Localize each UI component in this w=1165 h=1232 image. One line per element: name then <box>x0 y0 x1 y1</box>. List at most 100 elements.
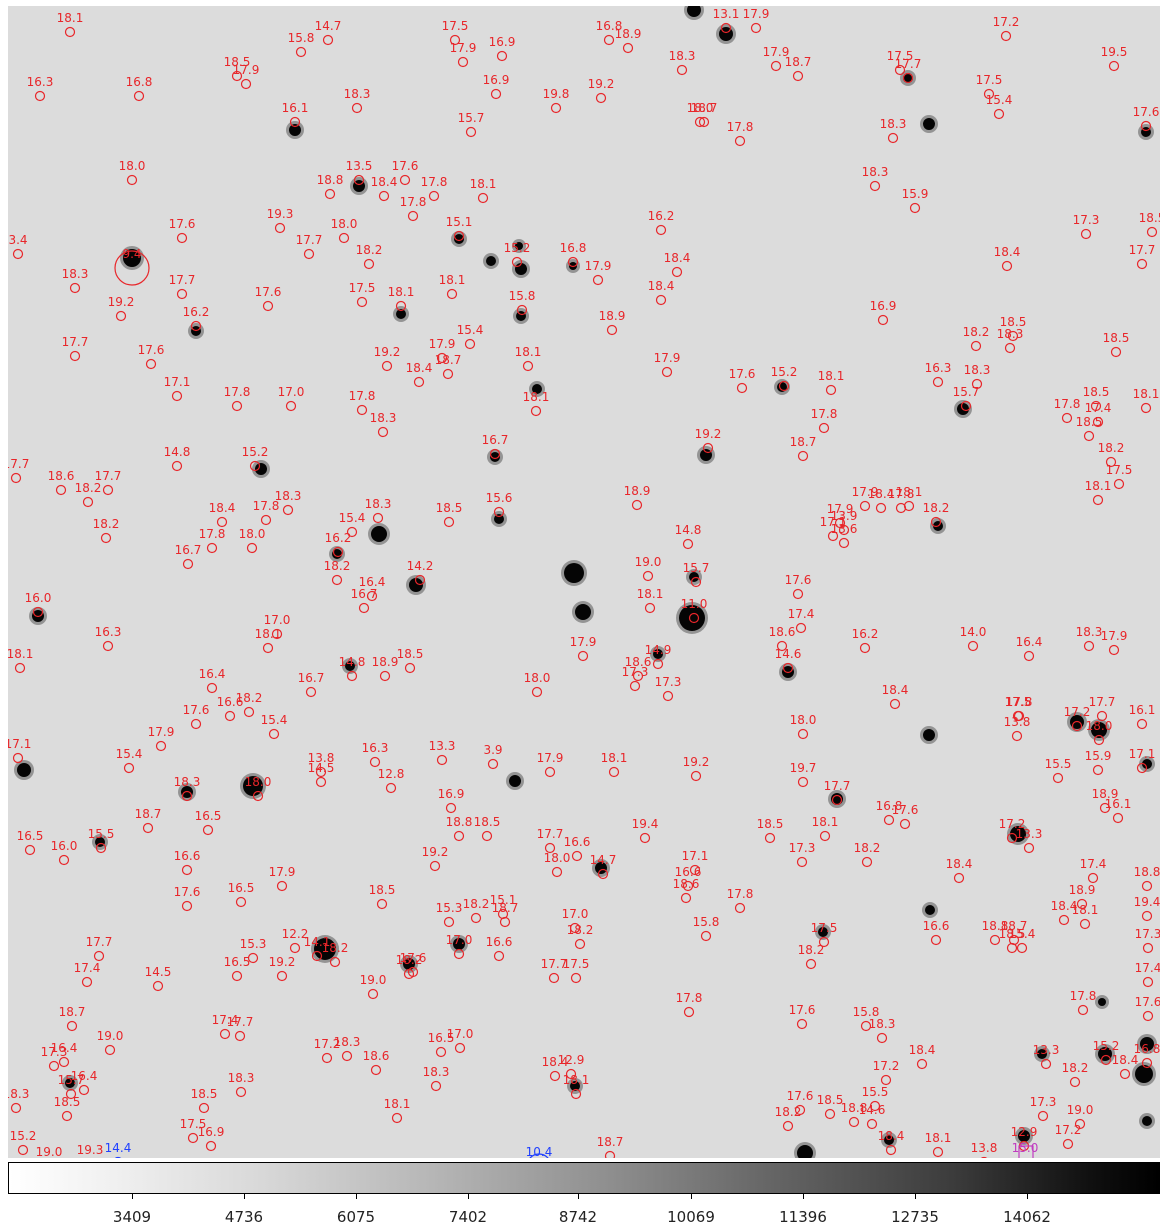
catalog-marker-circle[interactable] <box>1092 494 1104 506</box>
catalog-marker-circle[interactable] <box>642 570 654 582</box>
catalog-marker-circle[interactable] <box>1140 120 1152 132</box>
catalog-marker-circle[interactable] <box>171 460 183 472</box>
catalog-marker-circle[interactable] <box>114 250 150 286</box>
catalog-marker-circle[interactable] <box>445 802 457 814</box>
catalog-marker-circle[interactable] <box>903 500 915 512</box>
catalog-marker-circle[interactable] <box>249 460 261 472</box>
catalog-marker-circle[interactable] <box>792 70 804 82</box>
catalog-marker-circle[interactable] <box>152 980 164 992</box>
catalog-marker-circle[interactable] <box>24 844 36 856</box>
catalog-marker-circle[interactable] <box>1092 764 1104 776</box>
catalog-marker-circle[interactable] <box>66 1020 78 1032</box>
catalog-marker-circle[interactable] <box>1108 644 1120 656</box>
catalog-marker-circle[interactable] <box>644 602 656 614</box>
catalog-marker-circle[interactable] <box>1136 258 1148 270</box>
catalog-marker-circle[interactable] <box>831 794 843 806</box>
catalog-marker-circle[interactable] <box>548 972 560 984</box>
catalog-marker-circle[interactable] <box>1142 942 1154 954</box>
catalog-marker-circle[interactable] <box>782 1120 794 1132</box>
catalog-marker-circle[interactable] <box>869 1100 881 1112</box>
catalog-marker-circle[interactable] <box>1093 734 1105 746</box>
catalog-marker-circle[interactable] <box>1077 1004 1089 1016</box>
catalog-marker-circle[interactable] <box>407 210 419 222</box>
catalog-marker-circle[interactable] <box>930 934 942 946</box>
catalog-marker-circle[interactable] <box>930 516 942 528</box>
catalog-marker-circle[interactable] <box>385 782 397 794</box>
catalog-marker-circle[interactable] <box>465 126 477 138</box>
catalog-marker-circle[interactable] <box>676 64 688 76</box>
catalog-marker-circle[interactable] <box>796 856 808 868</box>
catalog-marker-circle[interactable] <box>1016 942 1028 954</box>
catalog-marker-circle[interactable] <box>367 988 379 1000</box>
catalog-marker-circle[interactable] <box>58 854 70 866</box>
catalog-marker-circle[interactable] <box>1119 1068 1131 1080</box>
catalog-marker-circle[interactable] <box>795 622 807 634</box>
catalog-marker-circle[interactable] <box>819 830 831 842</box>
catalog-marker-circle[interactable] <box>1113 478 1125 490</box>
catalog-marker-circle[interactable] <box>93 950 105 962</box>
catalog-marker-circle[interactable] <box>206 542 218 554</box>
catalog-marker-circle[interactable] <box>1011 730 1023 742</box>
catalog-marker-circle[interactable] <box>690 576 702 588</box>
catalog-marker-circle[interactable] <box>331 574 343 586</box>
catalog-marker-circle[interactable] <box>688 612 700 624</box>
catalog-marker-circle[interactable] <box>632 670 644 682</box>
catalog-marker-circle[interactable] <box>69 350 81 362</box>
catalog-marker-circle[interactable] <box>834 517 846 529</box>
catalog-marker-circle[interactable] <box>429 860 441 872</box>
catalog-marker-circle[interactable] <box>544 842 556 854</box>
catalog-marker-circle[interactable] <box>353 174 365 186</box>
catalog-marker-circle[interactable] <box>206 682 218 694</box>
catalog-marker-circle[interactable] <box>909 202 921 214</box>
catalog-marker-circle[interactable] <box>240 78 252 90</box>
catalog-marker-circle[interactable] <box>243 706 255 718</box>
catalog-marker-circle[interactable] <box>198 1102 210 1114</box>
catalog-marker-circle[interactable] <box>1146 226 1158 238</box>
catalog-marker-circle[interactable] <box>1008 934 1020 946</box>
catalog-marker-circle[interactable] <box>565 1068 577 1080</box>
catalog-marker-circle[interactable] <box>1061 412 1073 424</box>
catalog-marker-circle[interactable] <box>453 948 465 960</box>
catalog-marker-circle[interactable] <box>1062 1138 1074 1150</box>
catalog-marker-circle[interactable] <box>271 628 283 640</box>
catalog-marker-circle[interactable] <box>443 516 455 528</box>
catalog-marker-circle[interactable] <box>61 1110 73 1122</box>
catalog-marker-circle[interactable] <box>315 766 327 778</box>
catalog-marker-circle[interactable] <box>983 88 995 100</box>
catalog-marker-circle[interactable] <box>311 950 323 962</box>
catalog-marker-circle[interactable] <box>115 310 127 322</box>
catalog-marker-circle[interactable] <box>827 530 839 542</box>
catalog-marker-circle[interactable] <box>932 1146 944 1158</box>
catalog-marker-circle[interactable] <box>379 670 391 682</box>
catalog-marker-circle[interactable] <box>274 222 286 234</box>
catalog-marker-circle[interactable] <box>776 640 788 652</box>
catalog-marker-circle[interactable] <box>464 338 476 350</box>
catalog-marker-circle[interactable] <box>1140 402 1152 414</box>
catalog-marker-circle[interactable] <box>970 340 982 352</box>
catalog-marker-circle[interactable] <box>875 502 887 514</box>
catalog-marker-circle[interactable] <box>797 450 809 462</box>
catalog-marker-circle[interactable] <box>436 352 448 364</box>
catalog-marker-circle[interactable] <box>477 192 489 204</box>
catalog-marker-circle[interactable] <box>861 856 873 868</box>
catalog-marker-circle[interactable] <box>231 400 243 412</box>
catalog-marker-circle[interactable] <box>698 116 710 128</box>
catalog-marker-circle[interactable] <box>916 1058 928 1070</box>
catalog-marker-circle[interactable] <box>285 400 297 412</box>
catalog-marker-circle[interactable] <box>449 34 461 46</box>
catalog-marker-circle[interactable] <box>260 514 272 526</box>
catalog-marker-circle[interactable] <box>1141 1057 1153 1069</box>
catalog-marker-circle[interactable] <box>592 274 604 286</box>
catalog-marker-circle[interactable] <box>797 776 809 788</box>
catalog-marker-circle[interactable] <box>276 970 288 982</box>
catalog-marker-circle[interactable] <box>454 1042 466 1054</box>
catalog-marker-circle[interactable] <box>95 842 107 854</box>
catalog-marker-circle[interactable] <box>671 266 683 278</box>
catalog-marker-circle[interactable] <box>622 42 634 54</box>
catalog-marker-circle[interactable] <box>1142 976 1154 988</box>
catalog-marker-circle[interactable] <box>604 1150 616 1159</box>
catalog-marker-circle[interactable] <box>530 405 542 417</box>
catalog-marker-circle[interactable] <box>661 366 673 378</box>
catalog-marker-circle[interactable] <box>414 574 426 586</box>
catalog-marker-circle[interactable] <box>694 116 706 128</box>
